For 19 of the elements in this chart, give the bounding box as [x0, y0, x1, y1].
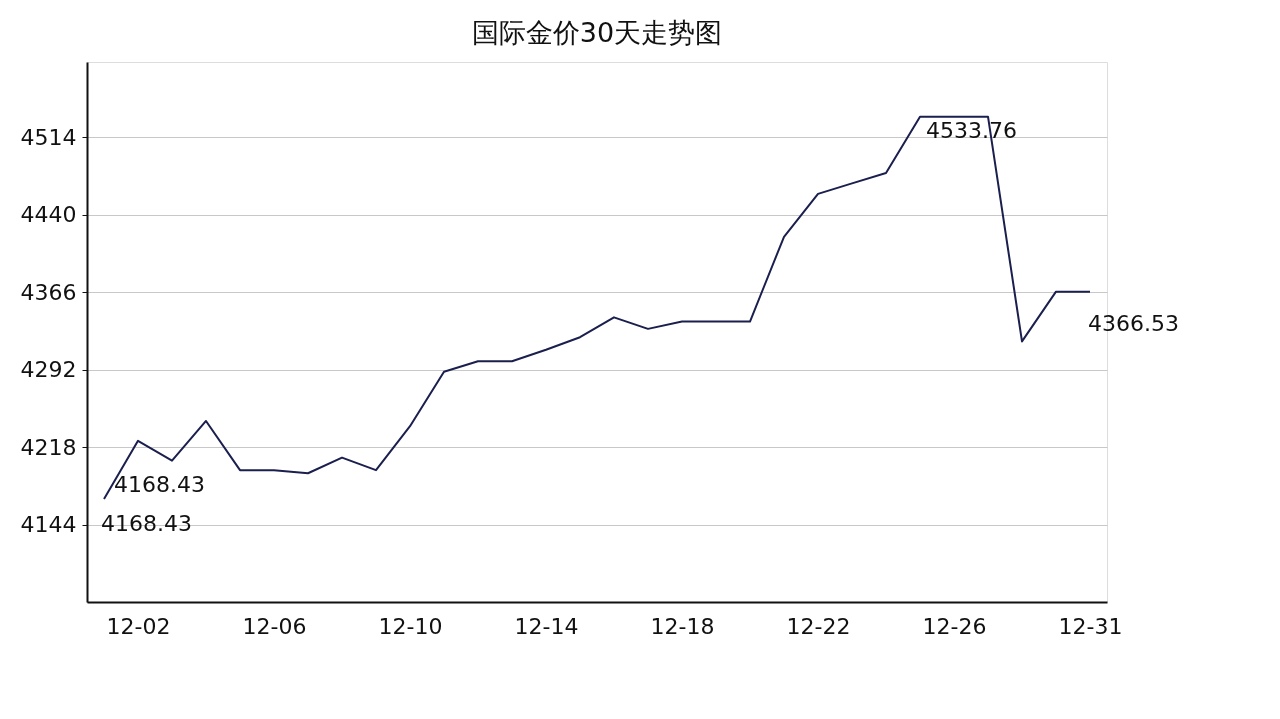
x-tick-label: 12-10 [378, 613, 443, 639]
y-tick-label: 4292 [20, 357, 77, 383]
x-tick-label: 12-02 [106, 613, 171, 639]
line-series [103, 115, 1091, 500]
x-tick-label: 12-14 [514, 613, 579, 639]
x-tick-label: 12-26 [922, 613, 987, 639]
data-label: 4168.43 [114, 471, 205, 497]
y-tick-label: 4144 [20, 512, 77, 538]
x-tick-label: 12-06 [242, 613, 307, 639]
chart-title: 国际金价30天走势图 [471, 17, 723, 48]
y-tick-label: 4514 [20, 124, 77, 150]
annotation: 4168.43 [101, 511, 192, 536]
y-tick-label: 4366 [20, 279, 77, 305]
data-label: 4366.53 [1088, 310, 1179, 336]
y-tick-label: 4440 [20, 202, 77, 228]
x-tick-label: 12-22 [786, 613, 851, 639]
y-tick-label: 4218 [20, 434, 77, 460]
x-tick-label: 12-18 [650, 613, 715, 639]
x-tick-label: 12-31 [1058, 613, 1123, 639]
